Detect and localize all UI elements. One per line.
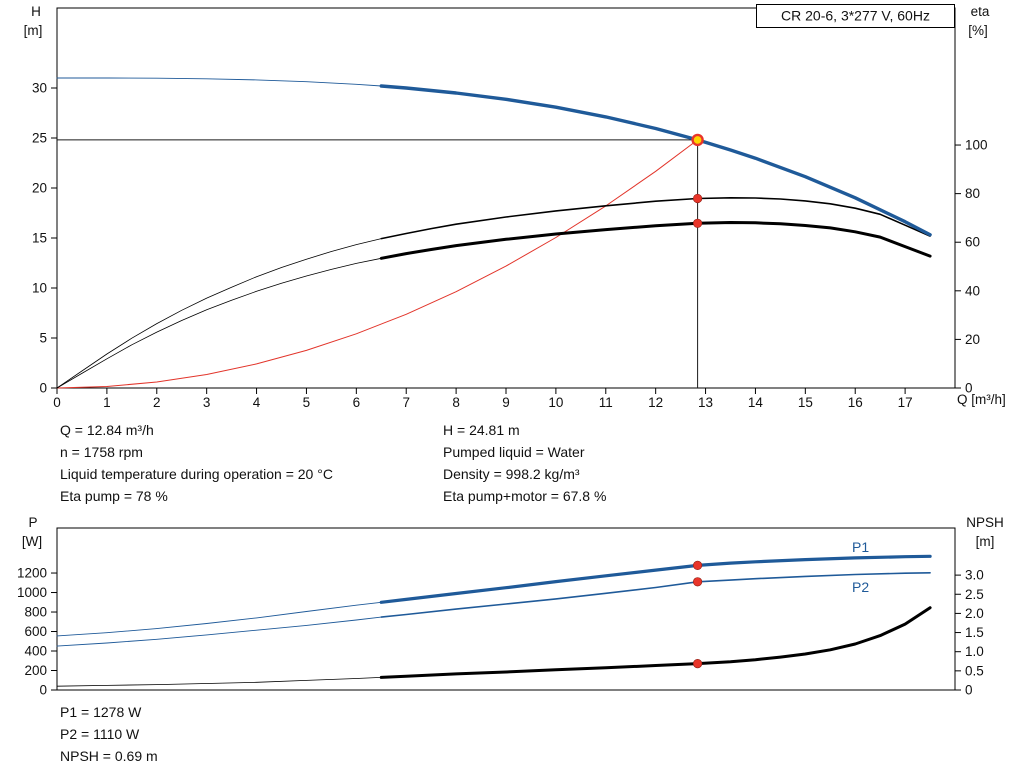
right-tick-label: 20 — [965, 332, 980, 347]
head-capacity-chart: 0 1 2 3 4 5 6 7 8 9 10 11 12 13 14 15 16 1705101520253002… — [32, 7, 988, 410]
x-tick-label: 12 — [648, 395, 663, 410]
npsh-axis-unit-line1: NPSH — [966, 515, 1004, 530]
eta-axis-unit-line1: eta — [971, 4, 990, 19]
left-tick-label: 5 — [39, 331, 47, 346]
eta-pump-motor-curve-low-flow — [56, 257, 382, 389]
left-tick-label: 800 — [24, 605, 47, 620]
left-tick-label: 25 — [32, 131, 47, 146]
p2-duty-dot — [692, 577, 703, 587]
qh-curve — [379, 84, 932, 237]
eta-pump-duty-dot — [692, 193, 703, 204]
npsh-curve — [379, 606, 932, 679]
p1-curve — [379, 554, 932, 604]
left-tick-label: 200 — [24, 663, 47, 678]
right-tick-label: 80 — [965, 186, 980, 201]
p2-curve — [380, 571, 931, 618]
right-tick-label: 1.0 — [965, 644, 984, 659]
eta-axis-unit-line2: [%] — [968, 23, 988, 38]
p1-series-label: P1 — [852, 539, 869, 555]
x-tick-label: 8 — [452, 395, 460, 410]
npsh-duty-dot — [692, 658, 703, 669]
p2-curve-low-flow — [56, 616, 382, 647]
x-tick-label: 5 — [303, 395, 311, 410]
left-tick-label: 1200 — [17, 566, 47, 581]
eta-pump-motor-curve — [379, 221, 932, 260]
x-tick-label: 14 — [748, 395, 764, 410]
left-tick-label: 400 — [24, 644, 47, 659]
info-eta-pump: Eta pump = 78 % — [60, 488, 168, 504]
eta-pump-curve-low-flow — [56, 238, 382, 389]
x-tick-label: 4 — [253, 395, 261, 410]
head-axis-unit-line2: [m] — [24, 23, 43, 38]
npsh-axis-unit-line2: [m] — [976, 534, 995, 549]
left-tick-label: 0 — [39, 381, 47, 396]
info-pumped-liquid: Pumped liquid = Water — [443, 444, 585, 460]
info-p2: P2 = 1110 W — [60, 726, 140, 742]
info-speed: n = 1758 rpm — [60, 444, 143, 460]
info-liquid-temperature: Liquid temperature during operation = 20… — [60, 466, 333, 482]
right-tick-label: 60 — [965, 235, 980, 250]
eta-pump-curve — [380, 197, 931, 240]
plot-frame — [56, 7, 956, 389]
x-tick-label: 10 — [548, 395, 563, 410]
info-flow: Q = 12.84 m³/h — [60, 422, 154, 438]
pump-title-box — [756, 4, 955, 28]
left-tick-label: 1000 — [17, 585, 47, 600]
info-p1: P1 = 1278 W — [60, 704, 142, 720]
x-tick-label: 15 — [798, 395, 813, 410]
head-axis-unit-line1: H — [31, 4, 41, 19]
right-tick-label: 2.0 — [965, 606, 984, 621]
x-tick-label: 11 — [599, 395, 613, 410]
npsh-curve-low-flow — [56, 677, 382, 687]
left-tick-label: 30 — [32, 81, 47, 96]
info-head: H = 24.81 m — [443, 422, 520, 438]
x-tick-label: 13 — [698, 395, 713, 410]
x-tick-label: 7 — [402, 395, 410, 410]
x-tick-label: 6 — [353, 395, 361, 410]
x-tick-label: 3 — [203, 395, 211, 410]
power-axis-unit-line1: P — [28, 515, 37, 530]
right-tick-label: 1.5 — [965, 625, 984, 640]
power-axis-unit-line2: [W] — [22, 534, 42, 549]
pump-title: CR 20-6, 3*277 V, 60Hz — [781, 8, 930, 24]
left-tick-label: 20 — [32, 181, 47, 196]
p1-duty-dot — [692, 560, 703, 571]
left-tick-label: 600 — [24, 624, 47, 639]
x-tick-label: 9 — [502, 395, 510, 410]
x-tick-label: 16 — [848, 395, 863, 410]
left-tick-label: 0 — [39, 683, 47, 698]
power-npsh-chart: 0 200 400 600 800 1000 1200 0 0.5 1.0 1.5 2.0 2.5 3.0 — [17, 527, 984, 698]
qh-curve-low-flow — [56, 77, 382, 87]
info-npsh: NPSH = 0.69 m — [60, 748, 158, 764]
right-tick-label: 0.5 — [965, 663, 984, 678]
right-tick-label: 2.5 — [965, 587, 984, 602]
duty-point-marker[interactable] — [691, 133, 704, 147]
left-tick-label: 15 — [32, 231, 47, 246]
right-tick-label: 0 — [965, 683, 973, 698]
right-tick-label: 3.0 — [965, 568, 984, 583]
plot-frame — [56, 527, 956, 691]
info-eta-pump-motor: Eta pump+motor = 67.8 % — [443, 488, 606, 504]
eta-pump-motor-duty-dot — [692, 218, 703, 228]
x-tick-label: 1 — [103, 395, 111, 410]
info-density: Density = 998.2 kg/m³ — [443, 466, 580, 482]
x-tick-label: 0 — [53, 395, 61, 410]
x-tick-label: 17 — [898, 395, 913, 410]
p1-curve-low-flow — [56, 601, 382, 637]
x-tick-label: 2 — [153, 395, 161, 410]
right-tick-label: 0 — [965, 381, 973, 396]
p2-series-label: P2 — [852, 579, 869, 595]
right-tick-label: 40 — [965, 283, 980, 298]
system-curve — [56, 139, 699, 389]
flow-axis-unit: Q [m³/h] — [957, 392, 1006, 407]
left-tick-label: 10 — [32, 281, 47, 296]
right-tick-label: 100 — [965, 138, 988, 153]
